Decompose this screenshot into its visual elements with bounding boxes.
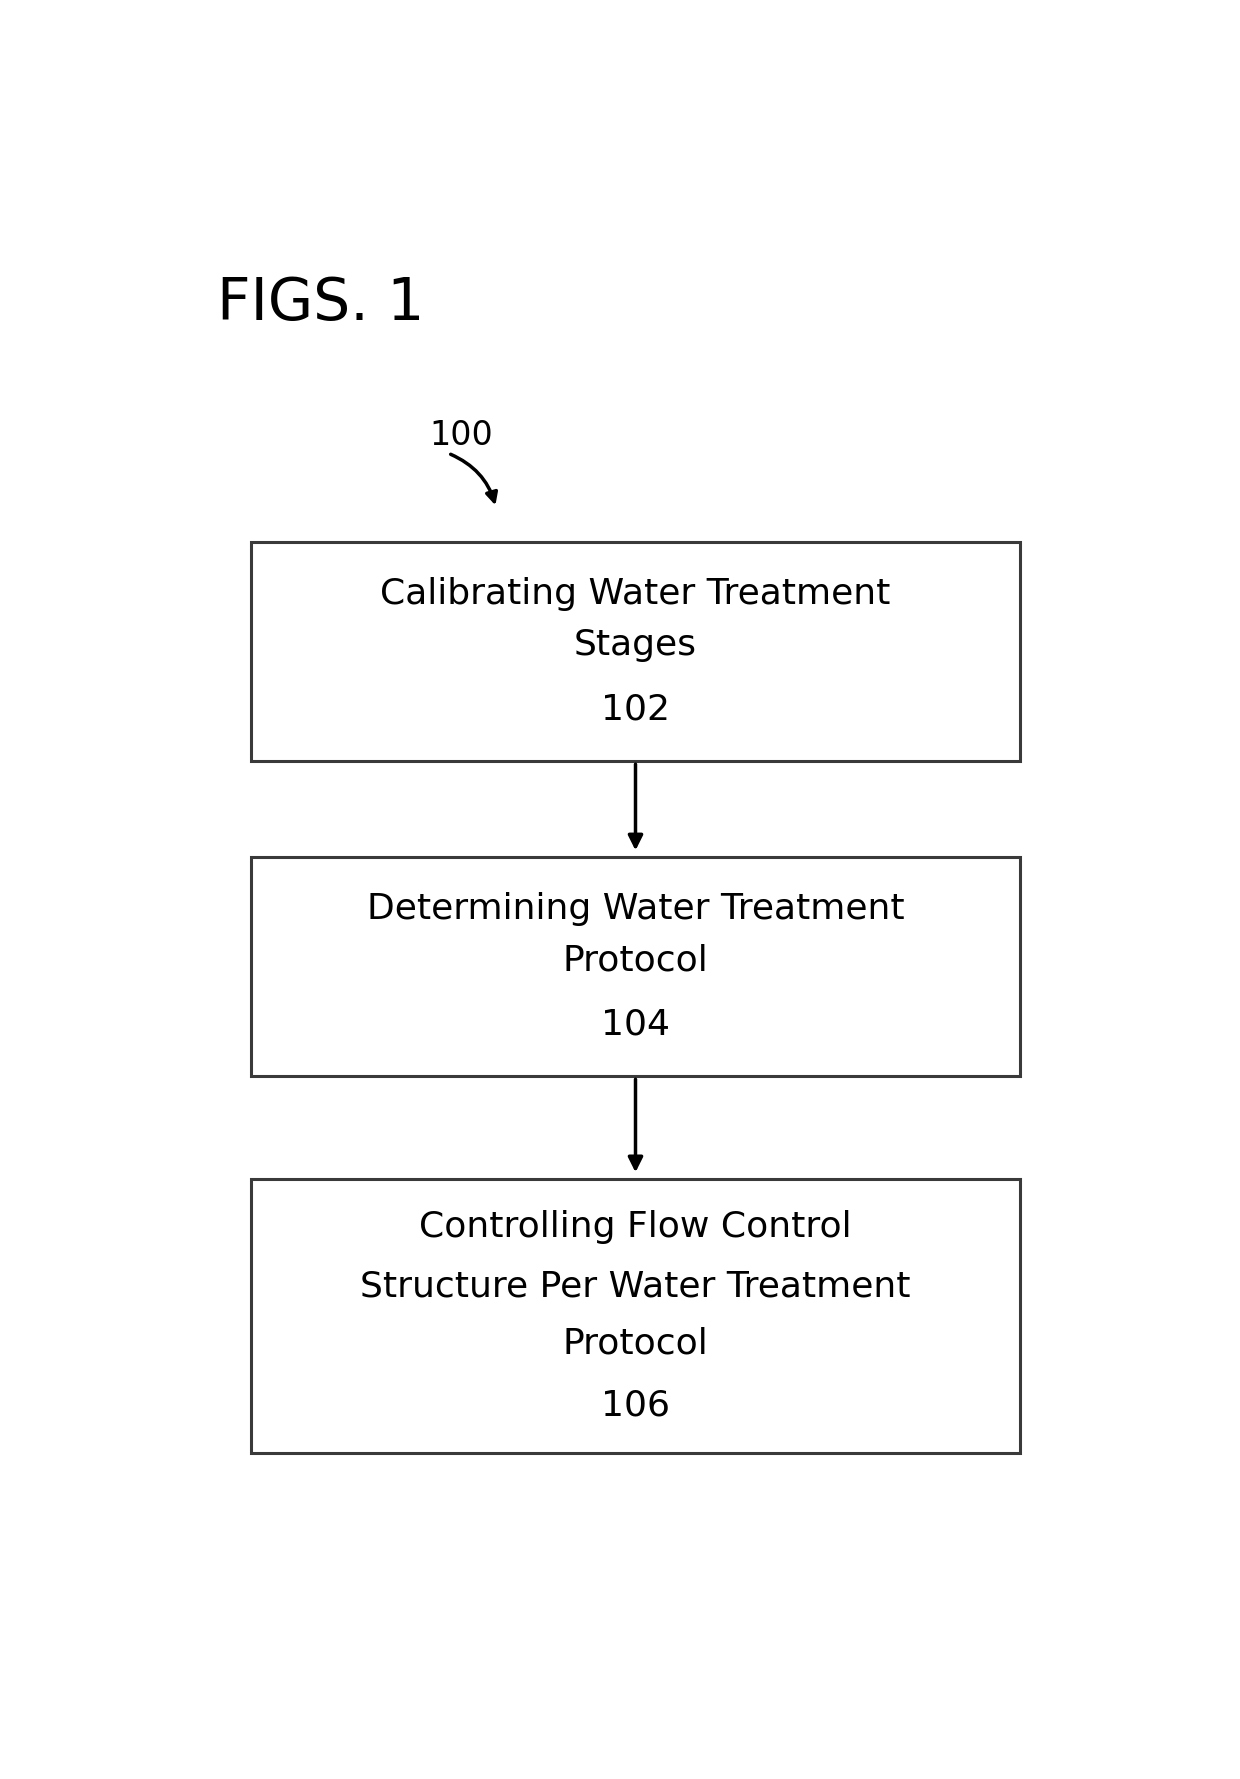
Text: 100: 100 <box>429 418 492 452</box>
Text: Protocol: Protocol <box>563 1327 708 1361</box>
Text: 102: 102 <box>601 692 670 726</box>
Text: Structure Per Water Treatment: Structure Per Water Treatment <box>361 1268 910 1302</box>
Text: 104: 104 <box>601 1007 670 1041</box>
Text: 106: 106 <box>601 1388 670 1421</box>
Text: FIGS. 1: FIGS. 1 <box>217 276 425 333</box>
FancyBboxPatch shape <box>250 857 1019 1076</box>
Text: Determining Water Treatment: Determining Water Treatment <box>367 893 904 927</box>
FancyBboxPatch shape <box>250 543 1019 761</box>
Text: Calibrating Water Treatment: Calibrating Water Treatment <box>381 578 890 612</box>
Text: Protocol: Protocol <box>563 943 708 977</box>
Text: Controlling Flow Control: Controlling Flow Control <box>419 1210 852 1244</box>
Text: Stages: Stages <box>574 628 697 662</box>
FancyBboxPatch shape <box>250 1179 1019 1453</box>
